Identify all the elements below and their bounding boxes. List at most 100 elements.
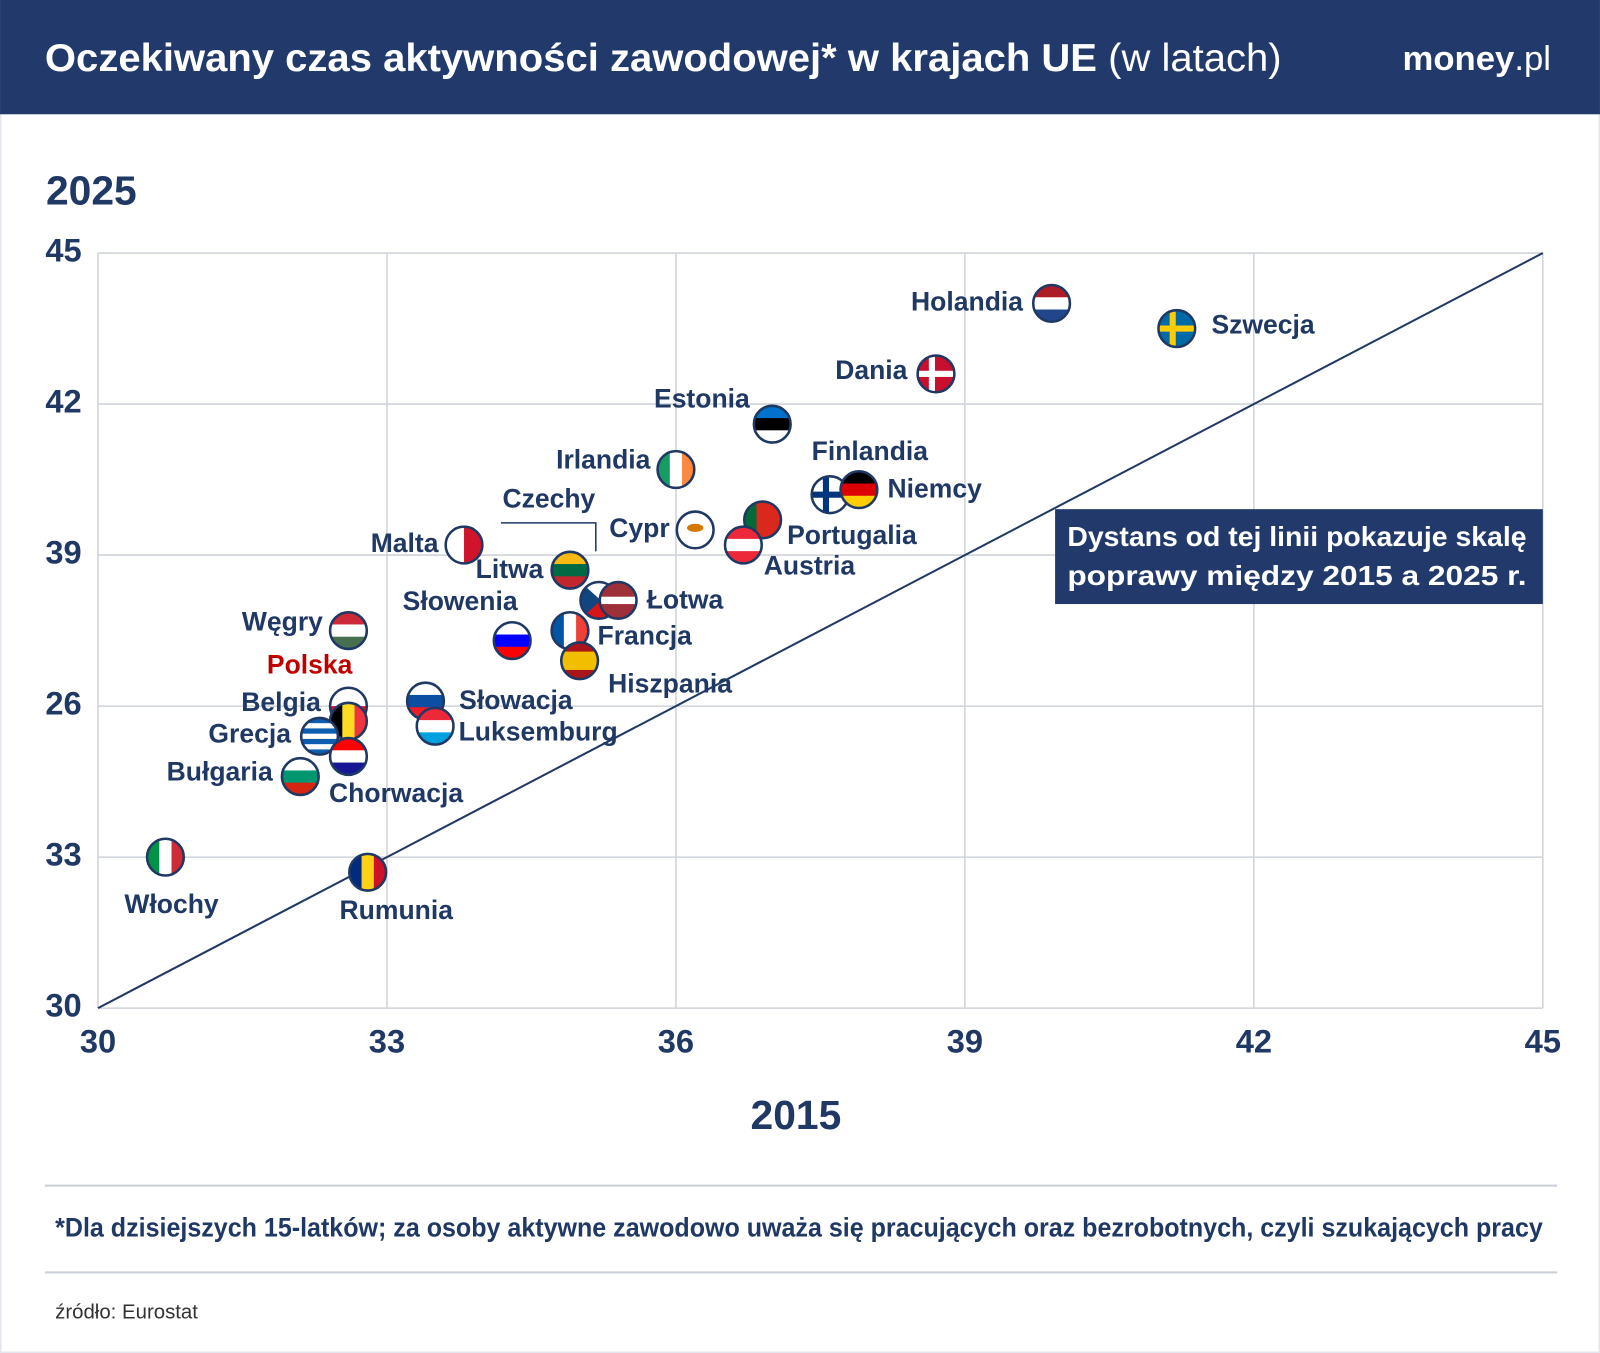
y-tick-label: 42 (45, 383, 81, 420)
point (598, 580, 638, 621)
point-label: Austria (764, 550, 856, 580)
point (916, 354, 956, 394)
x-tick-label: 33 (369, 1022, 405, 1059)
flag (561, 642, 598, 680)
point-label: Włochy (124, 889, 219, 919)
flag-stripe (493, 634, 531, 648)
flag-stripe (928, 355, 935, 393)
point-label: Cypr (609, 513, 669, 543)
flag-stripe (464, 526, 483, 564)
title: Oczekiwany czas aktywności zawodowej* w … (45, 37, 1282, 80)
flag-stripe (599, 589, 637, 598)
x-tick-label: 36 (658, 1022, 694, 1059)
flag-stripe (687, 523, 704, 532)
point (444, 525, 484, 565)
point-label: Portugalia (787, 520, 917, 550)
flag-stripe (361, 853, 375, 891)
point-label: Szwecja (1211, 310, 1314, 340)
point-label: Rumunia (340, 895, 454, 925)
flag-stripe (281, 770, 319, 784)
flag-stripe (811, 491, 849, 498)
x-tick-label: 30 (80, 1022, 116, 1059)
x-tick-label: 45 (1525, 1022, 1561, 1059)
annotation-text: Dystans od tej linii pokazuje skalę (1067, 521, 1526, 552)
flag-stripe (580, 582, 601, 619)
point-label: Francja (598, 621, 693, 651)
flag (330, 612, 367, 649)
footnote: *Dla dzisiejszych 15-latków; za osoby ak… (55, 1213, 1543, 1243)
flag-stripe (599, 596, 637, 605)
point (1157, 308, 1197, 349)
brand-suffix: .pl (1514, 40, 1551, 78)
flag (445, 526, 483, 564)
flag-stripe (840, 483, 878, 497)
point (415, 706, 455, 746)
point-label: Litwa (476, 554, 544, 584)
point-label: Słowenia (403, 586, 518, 616)
point (145, 837, 186, 877)
title-main: Oczekiwany czas aktywności zawodowej* w … (45, 37, 1097, 80)
y-tick-label: 39 (45, 534, 81, 571)
flag-stripe (407, 694, 444, 708)
leader-line (500, 522, 597, 552)
flag-stripe (445, 526, 465, 564)
point-label: Łotwa (647, 584, 724, 614)
flag-stripe (301, 738, 338, 745)
reference-line (97, 252, 1544, 1010)
flag-stripe (1033, 297, 1070, 311)
flag-stripe (599, 582, 637, 590)
flag-stripe (669, 451, 683, 488)
point-label: Słowacja (459, 685, 573, 715)
y-tick-label: 45 (45, 232, 81, 269)
point-label: Hiszpania (608, 668, 732, 698)
flag-stripe (330, 750, 367, 764)
point-label: Dania (835, 355, 907, 385)
point (280, 756, 320, 797)
flag-stripe (301, 749, 338, 755)
x-tick-label: 42 (1236, 1022, 1272, 1059)
flag-stripe (561, 669, 598, 680)
flag-stripe (561, 651, 598, 662)
point-label: Finlandia (812, 436, 929, 466)
point-label: Polska (267, 649, 353, 679)
flag-stripe (301, 733, 338, 740)
flag-stripe (551, 564, 589, 577)
x-tick-label: 39 (947, 1022, 983, 1059)
brand-main: money (1403, 40, 1516, 78)
flag-stripe (330, 687, 367, 707)
x-axis-title: 2015 (751, 1092, 842, 1138)
point (299, 716, 340, 756)
flag-stripe (301, 717, 338, 724)
flag-stripe (599, 611, 637, 619)
y-axis-title: 2025 (46, 168, 137, 214)
flag-stripe (753, 418, 791, 431)
flag (599, 582, 637, 619)
point (723, 525, 763, 565)
flag-stripe (330, 624, 367, 638)
point-label: Chorwacja (329, 778, 463, 808)
point-label: Malta (371, 528, 439, 558)
flag-stripe (563, 612, 577, 649)
flag-stripe (301, 728, 338, 735)
point (328, 736, 369, 777)
point (675, 510, 715, 550)
point-label: Grecja (208, 718, 291, 748)
point (550, 550, 590, 590)
flag-stripe (342, 702, 356, 740)
y-tick-label: 26 (45, 685, 81, 722)
flag-stripe (301, 723, 338, 729)
flag-stripe (724, 538, 762, 552)
brand: money.pl (1403, 40, 1551, 78)
flag-stripe (1169, 310, 1176, 347)
flag-stripe (756, 501, 770, 539)
point-label: Czechy (502, 483, 595, 513)
flag-stripe (301, 744, 338, 750)
y-tick-label: 30 (45, 987, 81, 1024)
point (1031, 283, 1072, 324)
point (742, 500, 783, 540)
point-label: Belgia (241, 687, 321, 717)
flag-stripe (416, 720, 454, 733)
flag-stripe (561, 642, 598, 653)
point-label: Estonia (654, 384, 750, 414)
